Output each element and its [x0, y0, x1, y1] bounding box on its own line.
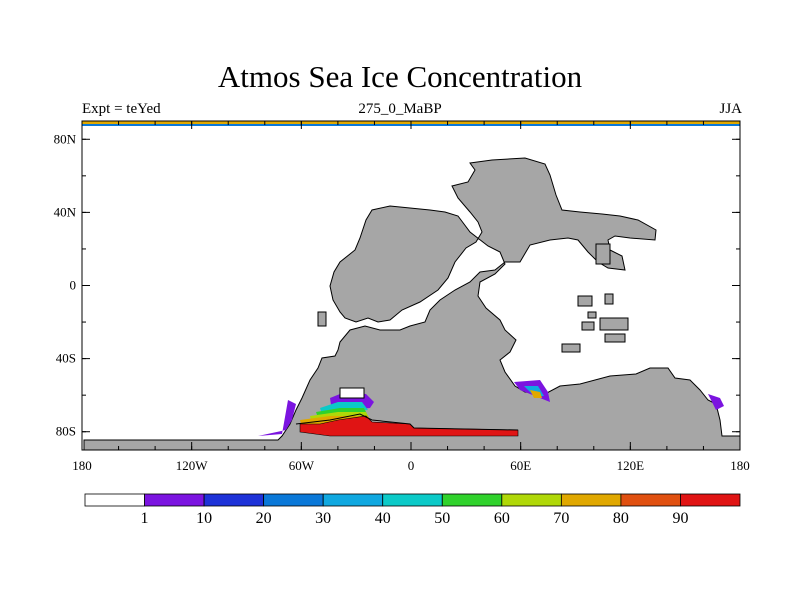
colorbar-swatch	[263, 493, 324, 507]
y-tick-label: 80S	[56, 424, 76, 439]
colorbar-swatch	[382, 493, 443, 507]
y-tick-label: 40S	[56, 351, 76, 366]
island	[587, 311, 597, 319]
sea-ice-white-gap	[339, 387, 365, 399]
sea-ice-low-far-east	[708, 394, 724, 410]
island	[595, 243, 611, 265]
x-tick-label: 0	[408, 458, 415, 473]
colorbar-swatch	[620, 493, 681, 507]
y-tick-label: 0	[70, 278, 77, 293]
colorbar-swatch	[203, 493, 265, 507]
colorbar-level-label: 60	[494, 510, 510, 527]
colorbar-swatch	[322, 493, 384, 507]
colorbar-level-label: 80	[613, 510, 629, 527]
x-tick-label: 180	[72, 458, 92, 473]
island	[604, 333, 626, 343]
x-tick-label: 60E	[510, 458, 531, 473]
colorbar-level-label: 50	[434, 510, 450, 527]
x-tick-label: 120E	[617, 458, 645, 473]
y-axis: 80N 40N 0 40S 80S	[54, 131, 740, 439]
x-axis: 180 120W 60W 0 60E 120E 180	[72, 121, 750, 473]
island	[599, 317, 629, 331]
colorbar-swatch	[84, 493, 145, 507]
sea-ice-high-east	[530, 390, 542, 398]
colorbar-level-label: 70	[553, 510, 569, 527]
season-label: JJA	[719, 101, 742, 117]
colorbar-level-label: 90	[672, 510, 688, 527]
y-tick-label: 40N	[54, 204, 77, 219]
x-tick-label: 60W	[289, 458, 315, 473]
colorbar-level-label: 40	[375, 510, 391, 527]
island	[577, 295, 593, 307]
colorbar-level-label: 10	[196, 510, 212, 527]
island	[604, 293, 614, 305]
colorbar-level-label: 20	[256, 510, 272, 527]
coastline	[295, 413, 519, 431]
colorbar-level-label: 1	[141, 510, 149, 527]
colorbar-swatch	[144, 493, 205, 507]
colorbar-swatch	[680, 493, 741, 507]
experiment-label: Expt = teYed	[82, 101, 161, 117]
island	[561, 343, 581, 353]
x-tick-label: 120W	[176, 458, 209, 473]
y-tick-label: 80N	[54, 131, 77, 146]
island	[317, 311, 327, 327]
colorbar-swatch	[441, 493, 503, 507]
x-tick-label: 180	[730, 458, 750, 473]
island	[581, 321, 595, 331]
time-label: 275_0_MaBP	[358, 101, 442, 117]
sea-ice-low-west	[258, 400, 296, 436]
colorbar: 1 10 20 30 40 50 60 70 80 90	[84, 493, 741, 527]
plot-title: Atmos Sea Ice Concentration	[217, 59, 583, 94]
colorbar-swatch	[560, 493, 622, 507]
colorbar-swatch	[501, 493, 562, 507]
map-panel	[81, 120, 741, 451]
colorbar-level-label: 30	[315, 510, 331, 527]
